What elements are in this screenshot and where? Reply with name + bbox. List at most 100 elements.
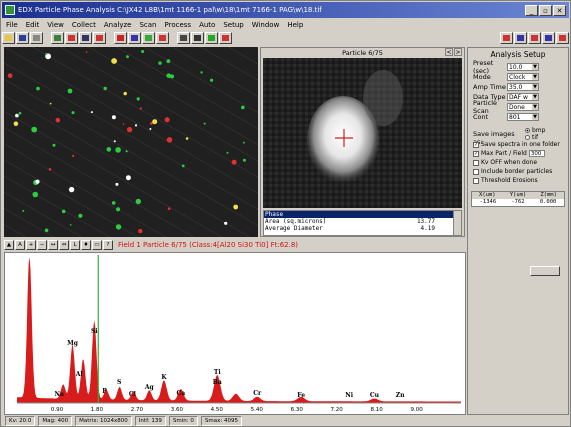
- spectrum-info: Field 1 Particle 6/75 (Class:4[Al20 Si30…: [118, 241, 299, 249]
- sem-image[interactable]: [4, 47, 258, 237]
- minimize-button[interactable]: _: [525, 4, 538, 16]
- phase-icon[interactable]: [177, 32, 190, 44]
- particle-scan-select[interactable]: Done ▼: [507, 103, 539, 111]
- table-scrollbar[interactable]: [453, 211, 461, 235]
- expand-icon[interactable]: ↔: [48, 240, 58, 250]
- menu-view[interactable]: View: [47, 20, 64, 29]
- table-icon[interactable]: [79, 32, 92, 44]
- particle-speck: [210, 78, 214, 82]
- spectrum-plot[interactable]: 0.90 1.80 2.70 3.60 4.50 5.40 6.30 7.20 8.10 9.00…: [4, 252, 466, 415]
- particle-speck: [241, 105, 245, 110]
- menu-window[interactable]: Window: [251, 20, 280, 29]
- menu-process[interactable]: Process: [164, 20, 192, 29]
- select-value: Clock: [509, 74, 526, 81]
- peak-label: Mg: [67, 340, 79, 347]
- particle-icon[interactable]: [142, 32, 155, 44]
- particle-speck: [226, 151, 229, 154]
- menu-collect[interactable]: Collect: [71, 20, 96, 29]
- checkbox-label: Threshold Erosions: [481, 177, 538, 184]
- cursor-icon[interactable]: ▲: [4, 240, 14, 250]
- grid-icon[interactable]: [65, 32, 78, 44]
- checkbox-box: ✓: [473, 141, 479, 148]
- menu-auto[interactable]: Auto: [199, 20, 216, 29]
- compress-icon[interactable]: ⇔: [59, 240, 69, 250]
- include-border-checkbox[interactable]: Include border particles: [468, 167, 568, 176]
- particle-speck: [22, 209, 25, 212]
- save-icon[interactable]: [16, 32, 29, 44]
- mode-select[interactable]: Clock ▼: [507, 73, 539, 81]
- next-particle-button[interactable]: >: [454, 48, 462, 56]
- save-spectra-checkbox[interactable]: ✓ Save spectra in one folder: [468, 140, 568, 149]
- query-icon[interactable]: ?: [103, 240, 113, 250]
- menu-help[interactable]: Help: [287, 20, 304, 29]
- particle-speck: [123, 91, 127, 96]
- radio-bmp[interactable]: bmp: [525, 127, 545, 134]
- peak-icon[interactable]: ♦: [81, 240, 91, 250]
- row-label: Area (sq.microns): [265, 218, 327, 225]
- particle-speck: [111, 201, 116, 205]
- label-icon[interactable]: A: [15, 240, 25, 250]
- x-tick-label: 9.00: [410, 407, 423, 413]
- close-button[interactable]: ✕: [553, 4, 566, 16]
- menu-analyze[interactable]: Analyze: [103, 20, 132, 29]
- particle-speck: [48, 168, 52, 171]
- menu-setup[interactable]: Setup: [223, 20, 244, 29]
- radio-tif[interactable]: tif: [525, 134, 545, 141]
- disabled-button[interactable]: [530, 266, 560, 276]
- particle-speck: [185, 137, 189, 140]
- stop-icon[interactable]: [114, 32, 127, 44]
- open-icon[interactable]: [2, 32, 15, 44]
- status-bar: Kv: 20.0 Mag: 400 Matrix: 1024x800 Intf:…: [2, 416, 569, 426]
- amp-time-select[interactable]: 35.0 ▼: [507, 83, 539, 91]
- table-row[interactable]: Area (sq.microns) 13.77: [264, 218, 461, 225]
- prev-particle-button[interactable]: <: [445, 48, 453, 56]
- particle-speck: [126, 55, 129, 59]
- chevron-down-icon: ▼: [532, 114, 538, 120]
- table-row[interactable]: Phase: [264, 211, 461, 218]
- particle-speck: [125, 175, 131, 181]
- setup-title: Analysis Setup: [490, 50, 546, 59]
- x-tick-label: 6.30: [291, 407, 304, 413]
- image-icon[interactable]: [51, 32, 64, 44]
- max-part-checkbox[interactable]: ✓ Max Part / Field 300: [468, 149, 568, 158]
- particle-speck: [78, 213, 83, 218]
- particle-speck: [61, 209, 66, 214]
- spectrum-toolbar: ▲ A + − ↔ ⇔ L ♦ ▭ ? Field 1 Particle 6/7…: [4, 239, 466, 251]
- pause-icon[interactable]: [205, 32, 218, 44]
- data-type-select[interactable]: DAF w ▼: [507, 93, 539, 101]
- zoom-icon[interactable]: [128, 32, 141, 44]
- menu-edit[interactable]: Edit: [25, 20, 40, 29]
- max-part-input[interactable]: 300: [528, 150, 545, 157]
- data-type-field: Data Type DAF w ▼: [468, 92, 568, 102]
- info-icon[interactable]: [556, 32, 569, 44]
- spectrum-icon[interactable]: [156, 32, 169, 44]
- particle-speck: [167, 207, 171, 210]
- threshold-erosions-checkbox[interactable]: Threshold Erosions: [468, 176, 568, 185]
- maximize-button[interactable]: ▫: [539, 4, 552, 16]
- fit-icon[interactable]: ▭: [92, 240, 102, 250]
- run-icon[interactable]: [191, 32, 204, 44]
- export-icon[interactable]: [528, 32, 541, 44]
- peak-label: Cl: [129, 391, 137, 398]
- settings-icon[interactable]: [219, 32, 232, 44]
- cont-select[interactable]: 801 ▼: [507, 113, 539, 121]
- kv-off-checkbox[interactable]: Kv OFF when done: [468, 158, 568, 167]
- particle-speck: [242, 158, 246, 162]
- particle-speck: [139, 107, 142, 110]
- preset-select[interactable]: 10.0 ▼: [507, 63, 539, 71]
- print-icon[interactable]: [30, 32, 43, 44]
- table-row[interactable]: Average Diameter 4.19: [264, 225, 461, 232]
- menu-scan[interactable]: Scan: [139, 20, 157, 29]
- zoom-out-icon[interactable]: −: [37, 240, 47, 250]
- app-icon: [5, 5, 15, 15]
- log-icon[interactable]: L: [70, 240, 80, 250]
- stage-coords-table: X(um) Y(um) Z(mm) -1346 -762 0.000: [471, 191, 565, 207]
- chart-icon[interactable]: [93, 32, 106, 44]
- help-icon[interactable]: [542, 32, 555, 44]
- x-tick-label: 8.10: [371, 407, 384, 413]
- menu-file[interactable]: File: [6, 20, 18, 29]
- zoom-in-icon[interactable]: +: [26, 240, 36, 250]
- particle-image[interactable]: [263, 58, 462, 208]
- layout-icon[interactable]: [500, 32, 513, 44]
- report-icon[interactable]: [514, 32, 527, 44]
